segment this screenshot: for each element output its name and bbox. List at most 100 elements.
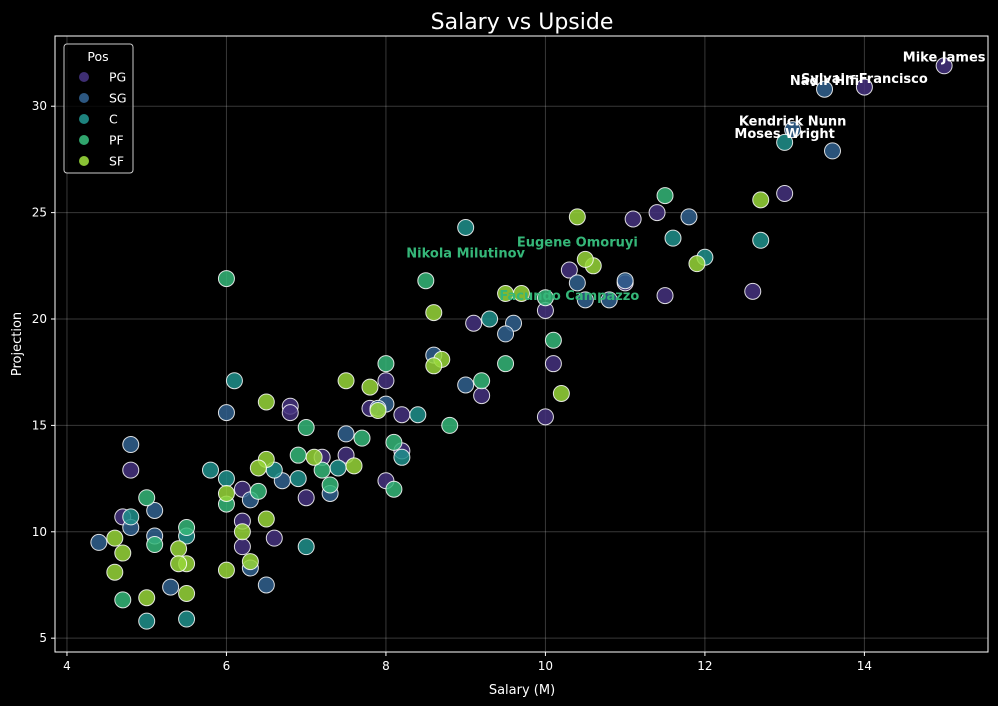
data-point-sg — [680, 208, 698, 226]
data-point-pf — [544, 331, 562, 349]
data-point-c — [481, 310, 499, 328]
legend-marker-sf — [79, 156, 89, 166]
data-point-pf — [441, 416, 459, 434]
data-point-sg — [162, 578, 180, 596]
x-tick-label: 10 — [538, 659, 553, 673]
data-point-sf — [217, 561, 235, 579]
data-point-sf — [217, 484, 235, 502]
data-point-sf — [345, 457, 363, 475]
data-point-c — [122, 508, 140, 526]
data-point-sg — [616, 272, 634, 290]
data-point-pg — [560, 261, 578, 279]
data-point-pf — [385, 480, 403, 498]
data-point-c — [217, 470, 235, 488]
data-point-pf — [138, 489, 156, 507]
x-tick-label: 4 — [63, 659, 71, 673]
data-point-sf — [576, 250, 594, 268]
legend-marker-c — [79, 114, 89, 124]
data-point-sg — [816, 80, 834, 98]
data-point-sf — [106, 563, 124, 581]
data-point-sg — [90, 533, 108, 551]
data-point-pg — [656, 287, 674, 305]
data-point-pg — [624, 210, 642, 228]
y-tick-label: 5 — [39, 631, 47, 645]
y-tick-label: 20 — [32, 312, 47, 326]
legend-marker-sg — [79, 93, 89, 103]
data-point-sg — [257, 576, 275, 594]
data-point-pg — [855, 78, 873, 96]
data-point-pf — [313, 461, 331, 479]
y-tick-label: 10 — [32, 525, 47, 539]
data-point-pg — [281, 404, 299, 422]
data-point-pf — [417, 272, 435, 290]
data-point-pg — [297, 489, 315, 507]
legend-items: PG SG C PF SF — [79, 70, 127, 169]
data-point-sg — [600, 291, 618, 309]
data-point-pg — [544, 355, 562, 373]
x-tick-label: 12 — [697, 659, 712, 673]
data-point-sf — [497, 284, 515, 302]
point-annotation: Facundo Campazzo — [499, 289, 639, 304]
y-tick-label: 15 — [32, 418, 47, 432]
data-point-pg — [648, 204, 666, 222]
data-point-pg — [393, 406, 411, 424]
legend-label: SG — [109, 91, 127, 106]
y-tick-label: 30 — [32, 99, 47, 113]
data-point-pf — [656, 187, 674, 205]
data-point-pg — [776, 184, 794, 202]
x-axis-label: Salary (M) — [489, 683, 555, 698]
data-point-sg — [568, 274, 586, 292]
data-point-sf — [138, 589, 156, 607]
data-point-pf — [377, 355, 395, 373]
data-point-sf — [257, 393, 275, 411]
plot-frame — [54, 35, 989, 653]
point-annotation: Nadir Hifi — [790, 74, 859, 89]
data-point-sf — [568, 208, 586, 226]
data-point-sf — [170, 555, 188, 573]
data-point-sg — [824, 142, 841, 160]
data-point-pf — [473, 372, 491, 390]
point-annotation: Sylvain Francisco — [801, 72, 928, 87]
data-point-sf — [305, 448, 323, 466]
legend-marker-pf — [79, 135, 89, 145]
data-point-pf — [297, 419, 315, 437]
data-point-pf — [146, 536, 164, 554]
data-point-sg — [457, 376, 475, 394]
data-point-sf — [688, 255, 706, 273]
axis-ticks: 4 6 8 10 12 14 5 10 15 20 25 30 — [32, 99, 872, 673]
data-point-pf — [249, 482, 267, 500]
data-point-sf — [752, 191, 770, 209]
data-point-sg — [784, 121, 802, 139]
data-point-c — [178, 610, 196, 628]
data-point-sg — [146, 502, 164, 520]
data-point-c — [329, 459, 347, 477]
point-annotation: Mike James — [903, 51, 986, 66]
gridlines — [55, 36, 988, 652]
data-point-c — [202, 461, 219, 479]
data-points — [90, 57, 953, 630]
data-point-pg — [377, 372, 395, 390]
data-point-sg — [122, 436, 140, 454]
point-annotation: Nikola Milutinov — [406, 246, 525, 261]
data-point-sf — [114, 544, 132, 562]
x-tick-label: 8 — [382, 659, 390, 673]
data-point-sf — [249, 459, 267, 477]
legend-label: SF — [109, 154, 124, 169]
legend-label: PF — [109, 133, 124, 148]
data-point-pg — [265, 529, 283, 547]
data-point-sg — [576, 291, 594, 309]
data-point-c — [138, 612, 156, 630]
x-tick-label: 6 — [223, 659, 231, 673]
data-point-sf — [257, 510, 275, 528]
data-point-pf — [178, 519, 196, 537]
data-point-pg — [233, 538, 251, 556]
data-point-pf — [353, 429, 371, 447]
data-point-pf — [536, 289, 554, 307]
data-point-c — [297, 538, 315, 556]
data-point-sf — [425, 357, 443, 375]
data-point-c — [393, 448, 411, 466]
data-point-sf — [170, 540, 188, 558]
data-point-sf — [178, 584, 196, 602]
data-point-pg — [465, 314, 483, 332]
